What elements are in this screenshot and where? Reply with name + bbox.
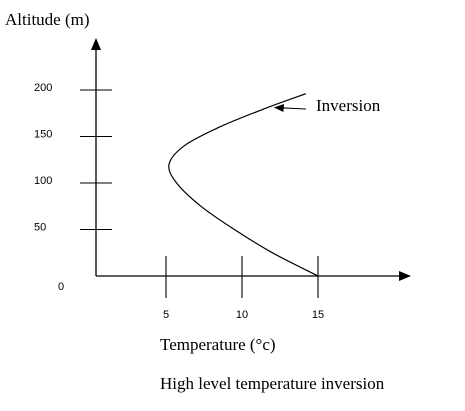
series-line <box>168 93 319 277</box>
x-tick-label: 10 <box>236 309 248 321</box>
y-axis-label: Altitude (m) <box>5 10 90 29</box>
series-points <box>168 92 320 277</box>
y-tick-label: 200 <box>34 82 52 94</box>
chart-title: High level temperature inversion <box>160 374 385 393</box>
annotation-arrow <box>273 104 307 112</box>
origin-label: 0 <box>58 281 64 293</box>
y-tick-label: 150 <box>34 129 52 141</box>
y-tick-label: 50 <box>34 222 46 234</box>
annotation-label: Inversion <box>316 96 381 115</box>
y-ticks: 50 100 150 200 <box>34 82 112 234</box>
x-axis-arrow-icon <box>399 271 411 281</box>
x-ticks: 5 10 15 <box>163 256 324 321</box>
x-axis-label: Temperature (°c) <box>160 335 276 354</box>
x-tick-label: 15 <box>312 309 324 321</box>
x-tick-label: 5 <box>163 309 169 321</box>
y-axis-arrow-icon <box>91 38 101 50</box>
y-tick-label: 100 <box>34 175 52 187</box>
